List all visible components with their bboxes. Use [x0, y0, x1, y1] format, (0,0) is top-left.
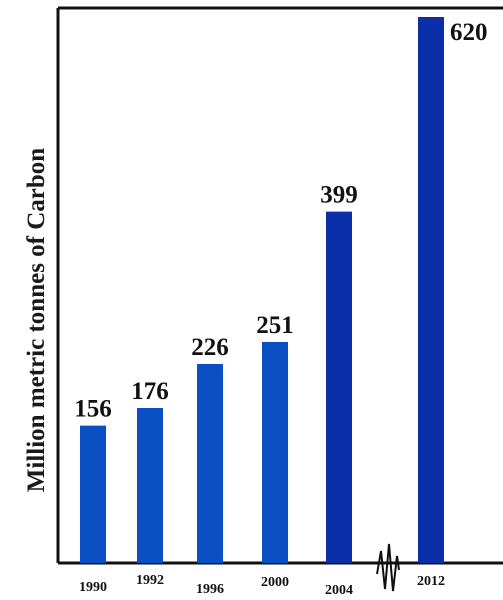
x-tick-2000: 2000: [261, 575, 289, 590]
bar-series: [80, 17, 444, 564]
data-labels: 156 176 226 251 399 620: [74, 19, 487, 423]
x-tick-labels: 1990 1992 1996 2000 2004 2012: [79, 573, 445, 598]
bar-2012: [418, 17, 444, 563]
x-tick-1996: 1996: [196, 582, 224, 597]
data-label-1990: 156: [74, 396, 112, 423]
axis-break-icon: [376, 543, 400, 592]
data-label-2004: 399: [320, 182, 358, 209]
bar-2000: [262, 341, 288, 563]
data-label-2012: 620: [450, 19, 488, 46]
bar-1996: [197, 363, 223, 563]
x-tick-2012: 2012: [417, 574, 445, 589]
bar-1992: [137, 408, 163, 563]
x-tick-2004: 2004: [325, 583, 353, 598]
data-label-1996: 226: [191, 334, 229, 361]
bar-2004: [326, 211, 352, 564]
x-tick-1992: 1992: [136, 573, 164, 588]
x-tick-1990: 1990: [79, 580, 107, 595]
data-label-2000: 251: [256, 312, 294, 339]
y-axis-label: Million metric tonnes of Carbon: [23, 148, 50, 493]
data-label-1992: 176: [131, 378, 169, 405]
bar-1990: [80, 425, 106, 563]
